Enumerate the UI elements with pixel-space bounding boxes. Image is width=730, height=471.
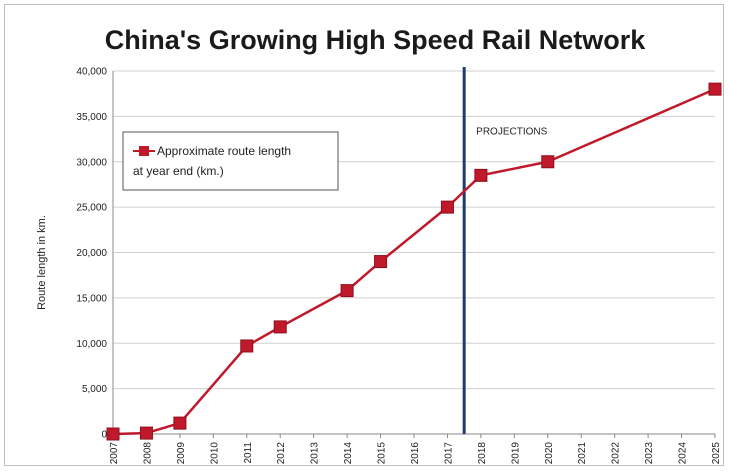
data-point-marker: [173, 416, 187, 430]
chart-frame: China's Growing High Speed Rail Network …: [4, 4, 724, 466]
x-tick-label: 2009: [176, 442, 187, 465]
legend: Approximate route length at year end (km…: [122, 131, 339, 191]
y-tick-label: 0: [101, 430, 107, 441]
y-tick-label: 35,000: [76, 112, 107, 123]
x-tick-label: 2024: [678, 442, 689, 465]
x-tick-label: 2022: [611, 442, 622, 465]
legend-box: [122, 131, 339, 191]
x-tick-label: 2021: [577, 442, 588, 465]
y-axis-title: Route length in km.: [36, 215, 48, 310]
data-point-marker: [374, 255, 388, 269]
legend-label-line-1: Approximate route length: [157, 144, 291, 158]
x-tick-label: 2013: [310, 442, 321, 465]
x-tick-label: 2016: [410, 442, 421, 465]
data-point-marker: [340, 284, 354, 298]
x-tick-label: 2020: [544, 442, 555, 465]
chart-title: China's Growing High Speed Rail Network: [105, 25, 646, 55]
data-point-marker: [240, 339, 254, 353]
x-tick-label: 2010: [209, 442, 220, 465]
series-marks: [106, 67, 722, 441]
x-tick-label: 2012: [276, 442, 287, 465]
projections-annotation: PROJECTIONS: [476, 127, 547, 138]
data-point-marker: [541, 155, 555, 169]
data-point-marker: [273, 320, 287, 334]
x-tick-label: 2007: [109, 442, 120, 465]
y-tick-label: 40,000: [76, 67, 107, 78]
line-chart: China's Growing High Speed Rail Network …: [36, 25, 722, 465]
data-point-marker: [708, 82, 722, 96]
x-tick-label: 2014: [343, 442, 354, 465]
y-tick-label: 5,000: [82, 384, 107, 395]
y-tick-label: 15,000: [76, 293, 107, 304]
gridlines: [113, 70, 715, 390]
y-tick-label: 20,000: [76, 248, 107, 259]
x-tick-label: 2008: [142, 442, 153, 465]
x-tick-label: 2015: [377, 442, 388, 465]
y-tick-label: 10,000: [76, 339, 107, 350]
x-tick-label: 2018: [477, 442, 488, 465]
x-tick-label: 2023: [644, 442, 655, 465]
axes: 0 5,000 10,000 15,000 20,000 25,000 30,000 35,0…: [76, 67, 722, 465]
legend-label-line-2: at year end (km.): [133, 164, 224, 178]
x-tick-label: 2019: [510, 442, 521, 465]
x-tick-label: 2017: [443, 442, 454, 465]
legend-marker-swatch: [139, 146, 149, 156]
data-point-marker: [139, 426, 153, 440]
y-tick-label: 25,000: [76, 203, 107, 214]
x-tick-label: 2011: [243, 442, 254, 464]
x-tick-label: 2025: [711, 442, 722, 465]
data-point-marker: [474, 168, 488, 182]
data-point-marker: [106, 427, 120, 441]
y-tick-label: 30,000: [76, 157, 107, 168]
data-point-marker: [440, 200, 454, 214]
